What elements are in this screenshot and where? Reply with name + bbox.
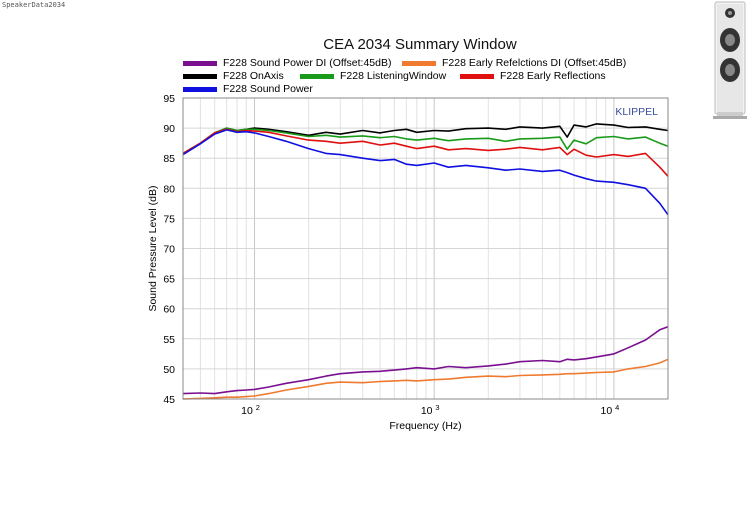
x-tick-exponent: 2 [256, 403, 260, 412]
y-tick-label: 50 [163, 364, 175, 376]
series-line-f228-sound-power-di-offset-45db [182, 326, 669, 395]
legend-item-listening-window[interactable]: F228 ListeningWindow [300, 70, 446, 82]
x-tick-exponent: 3 [435, 403, 439, 412]
legend-swatch [183, 60, 217, 66]
x-tick-exponent: 4 [615, 403, 619, 412]
legend-label: F228 Sound Power [223, 83, 313, 95]
y-tick-label: 85 [163, 153, 175, 165]
y-tick-label: 45 [163, 394, 175, 406]
legend-item-sound-power-di[interactable]: F228 Sound Power DI (Offset:45dB) [183, 57, 391, 69]
series-line-f228-sound-power [182, 129, 669, 216]
series-line-f228-listeningwindow [182, 127, 669, 155]
y-axis-ticks: 45 50 55 60 65 70 75 80 85 90 95 [163, 93, 175, 406]
y-axis-label: Sound Pressure Level (dB) [147, 185, 159, 311]
klippel-annotation: KLIPPEL [615, 106, 658, 118]
legend-item-sound-power[interactable]: F228 Sound Power [183, 83, 313, 95]
legend-item-onaxis[interactable]: F228 OnAxis [183, 70, 284, 82]
x-axis-ticks: 10 2 10 3 10 4 [241, 403, 619, 417]
series-line-f228-early-refelctions-di-offset-45db [182, 358, 669, 400]
y-tick-label: 70 [163, 244, 175, 256]
y-tick-label: 90 [163, 123, 175, 135]
speaker-image [713, 1, 747, 119]
y-tick-label: 95 [163, 93, 175, 105]
legend-label: F228 OnAxis [223, 70, 284, 82]
legend-item-early-reflections[interactable]: F228 Early Reflections [460, 70, 606, 82]
legend-label: F228 Early Reflections [500, 70, 606, 82]
legend-swatch [402, 60, 436, 66]
plot-frame [182, 97, 669, 400]
y-tick-label: 80 [163, 183, 175, 195]
x-tick-label: 10 4 [601, 403, 620, 417]
legend-swatch [460, 73, 494, 79]
y-tick-label: 75 [163, 213, 175, 225]
chart-title: CEA 2034 Summary Window [323, 36, 517, 53]
legend-label: F228 Sound Power DI (Offset:45dB) [223, 57, 392, 69]
legend-label: F228 Early Refelctions DI (Offset:45dB) [442, 57, 627, 69]
legend-swatch [300, 73, 334, 79]
y-tick-label: 60 [163, 304, 175, 316]
x-axis-label: Frequency (Hz) [389, 420, 461, 432]
y-tick-label: 65 [163, 274, 175, 286]
x-tick-label: 10 3 [421, 403, 440, 417]
watermark-text: SpeakerData2034 [2, 1, 66, 9]
legend-item-early-reflections-di[interactable]: F228 Early Refelctions DI (Offset:45dB) [402, 57, 626, 69]
x-tick-label: 10 2 [241, 403, 260, 417]
y-tick-label: 55 [163, 334, 175, 346]
legend-swatch [183, 73, 217, 79]
legend-label: F228 ListeningWindow [340, 70, 447, 82]
series-line-f228-early-reflections [182, 128, 669, 177]
data-series [182, 123, 669, 400]
legend-swatch [183, 86, 217, 92]
